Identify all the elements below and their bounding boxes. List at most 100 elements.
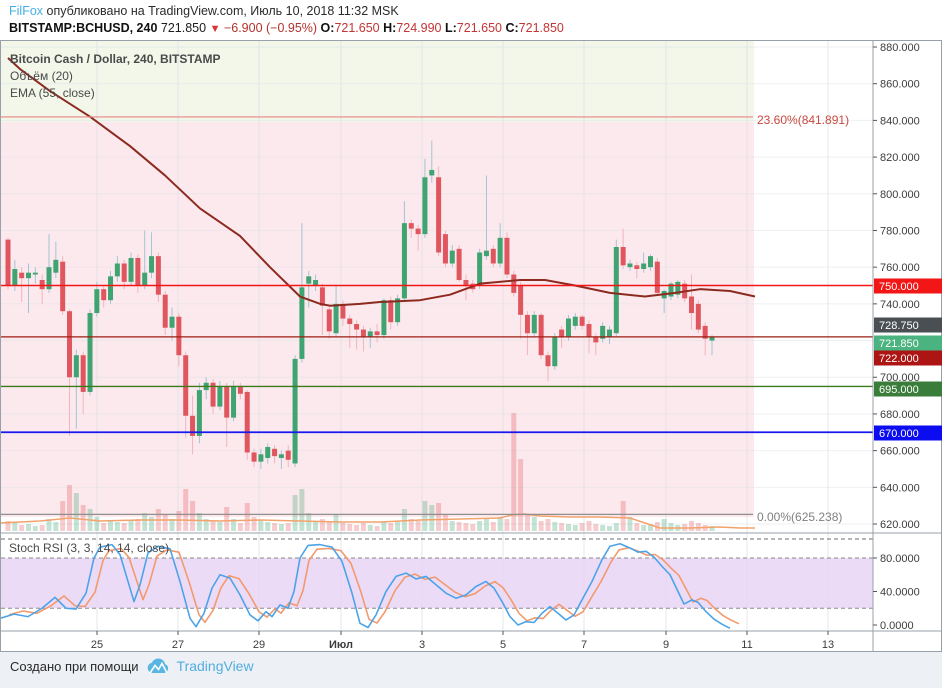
candle[interactable] xyxy=(538,314,544,356)
candle[interactable] xyxy=(5,239,11,286)
candle[interactable] xyxy=(149,256,155,273)
candle[interactable] xyxy=(429,169,435,176)
candle[interactable] xyxy=(579,316,585,326)
candle[interactable] xyxy=(306,276,312,284)
candle[interactable] xyxy=(299,287,305,359)
candle[interactable] xyxy=(395,298,401,323)
candle[interactable] xyxy=(675,281,681,295)
candle[interactable] xyxy=(360,329,366,337)
candle[interactable] xyxy=(689,296,694,314)
candle[interactable] xyxy=(183,355,189,416)
candle[interactable] xyxy=(620,246,626,266)
candle[interactable] xyxy=(381,300,387,336)
candle[interactable] xyxy=(19,272,25,279)
candle[interactable] xyxy=(142,272,148,286)
candle[interactable] xyxy=(709,336,715,341)
candle[interactable] xyxy=(367,331,373,337)
candle[interactable] xyxy=(217,386,223,407)
candle[interactable] xyxy=(237,386,243,394)
candle[interactable] xyxy=(422,177,428,235)
candle[interactable] xyxy=(456,248,462,281)
candle[interactable] xyxy=(101,289,107,301)
candle[interactable] xyxy=(190,415,196,436)
candle[interactable] xyxy=(347,318,353,325)
candle[interactable] xyxy=(258,454,264,462)
candle[interactable] xyxy=(408,223,414,229)
candle[interactable] xyxy=(497,237,503,264)
candle[interactable] xyxy=(333,303,339,334)
candle[interactable] xyxy=(231,386,237,418)
candle[interactable] xyxy=(210,382,216,407)
candle[interactable] xyxy=(326,309,332,332)
candle[interactable] xyxy=(272,448,278,457)
candle[interactable] xyxy=(524,314,530,334)
candle[interactable] xyxy=(490,248,496,264)
candle[interactable] xyxy=(483,250,489,257)
candle[interactable] xyxy=(155,256,161,295)
candle[interactable] xyxy=(518,285,524,315)
candle[interactable] xyxy=(108,276,114,301)
candle[interactable] xyxy=(340,303,346,319)
candle[interactable] xyxy=(80,355,86,392)
candle[interactable] xyxy=(46,267,52,290)
candle[interactable] xyxy=(196,390,202,436)
candle[interactable] xyxy=(94,289,100,314)
candle[interactable] xyxy=(32,272,38,275)
candle[interactable] xyxy=(436,177,442,253)
candle[interactable] xyxy=(73,355,79,378)
candle[interactable] xyxy=(26,272,32,279)
candle[interactable] xyxy=(12,268,18,286)
candle[interactable] xyxy=(695,303,701,330)
candle[interactable] xyxy=(415,228,421,235)
candle[interactable] xyxy=(388,300,394,323)
fib-zone-upper[interactable] xyxy=(1,41,754,122)
source-link[interactable]: FilFox xyxy=(9,4,44,18)
candle[interactable] xyxy=(442,234,448,264)
candle[interactable] xyxy=(60,261,66,312)
candle[interactable] xyxy=(586,324,592,337)
candle[interactable] xyxy=(244,391,250,453)
candle[interactable] xyxy=(559,329,565,337)
candle[interactable] xyxy=(53,259,59,273)
candle[interactable] xyxy=(224,386,230,418)
candle[interactable] xyxy=(39,280,45,290)
candle[interactable] xyxy=(654,261,660,293)
candle[interactable] xyxy=(251,452,257,462)
candle[interactable] xyxy=(545,355,551,367)
candle[interactable] xyxy=(449,250,455,264)
candle[interactable] xyxy=(511,274,517,293)
candle[interactable] xyxy=(634,265,640,269)
candle[interactable] xyxy=(613,246,619,334)
candle[interactable] xyxy=(647,256,653,268)
candle[interactable] xyxy=(176,316,182,356)
candle[interactable] xyxy=(641,263,647,269)
candle[interactable] xyxy=(313,280,319,286)
candle[interactable] xyxy=(504,237,510,275)
candle[interactable] xyxy=(162,294,168,328)
candle[interactable] xyxy=(593,336,599,343)
candle[interactable] xyxy=(572,316,578,326)
candle[interactable] xyxy=(463,280,469,286)
candle[interactable] xyxy=(606,329,612,337)
candle[interactable] xyxy=(169,316,175,328)
candle[interactable] xyxy=(319,287,325,306)
candle[interactable] xyxy=(292,358,298,464)
candle[interactable] xyxy=(87,313,93,392)
candle[interactable] xyxy=(128,257,134,282)
candle[interactable] xyxy=(121,263,127,282)
candle[interactable] xyxy=(600,325,606,339)
candle[interactable] xyxy=(265,446,271,458)
candle[interactable] xyxy=(401,223,407,299)
candle[interactable] xyxy=(285,450,291,460)
candle[interactable] xyxy=(374,331,380,336)
candle[interactable] xyxy=(477,252,483,286)
candle[interactable] xyxy=(114,263,120,277)
candle[interactable] xyxy=(565,318,571,337)
candle[interactable] xyxy=(702,325,708,339)
candle[interactable] xyxy=(627,263,633,268)
candle[interactable] xyxy=(668,283,674,297)
candle[interactable] xyxy=(354,324,360,330)
candle[interactable] xyxy=(278,454,284,458)
tradingview-link[interactable]: TradingView xyxy=(176,658,254,674)
